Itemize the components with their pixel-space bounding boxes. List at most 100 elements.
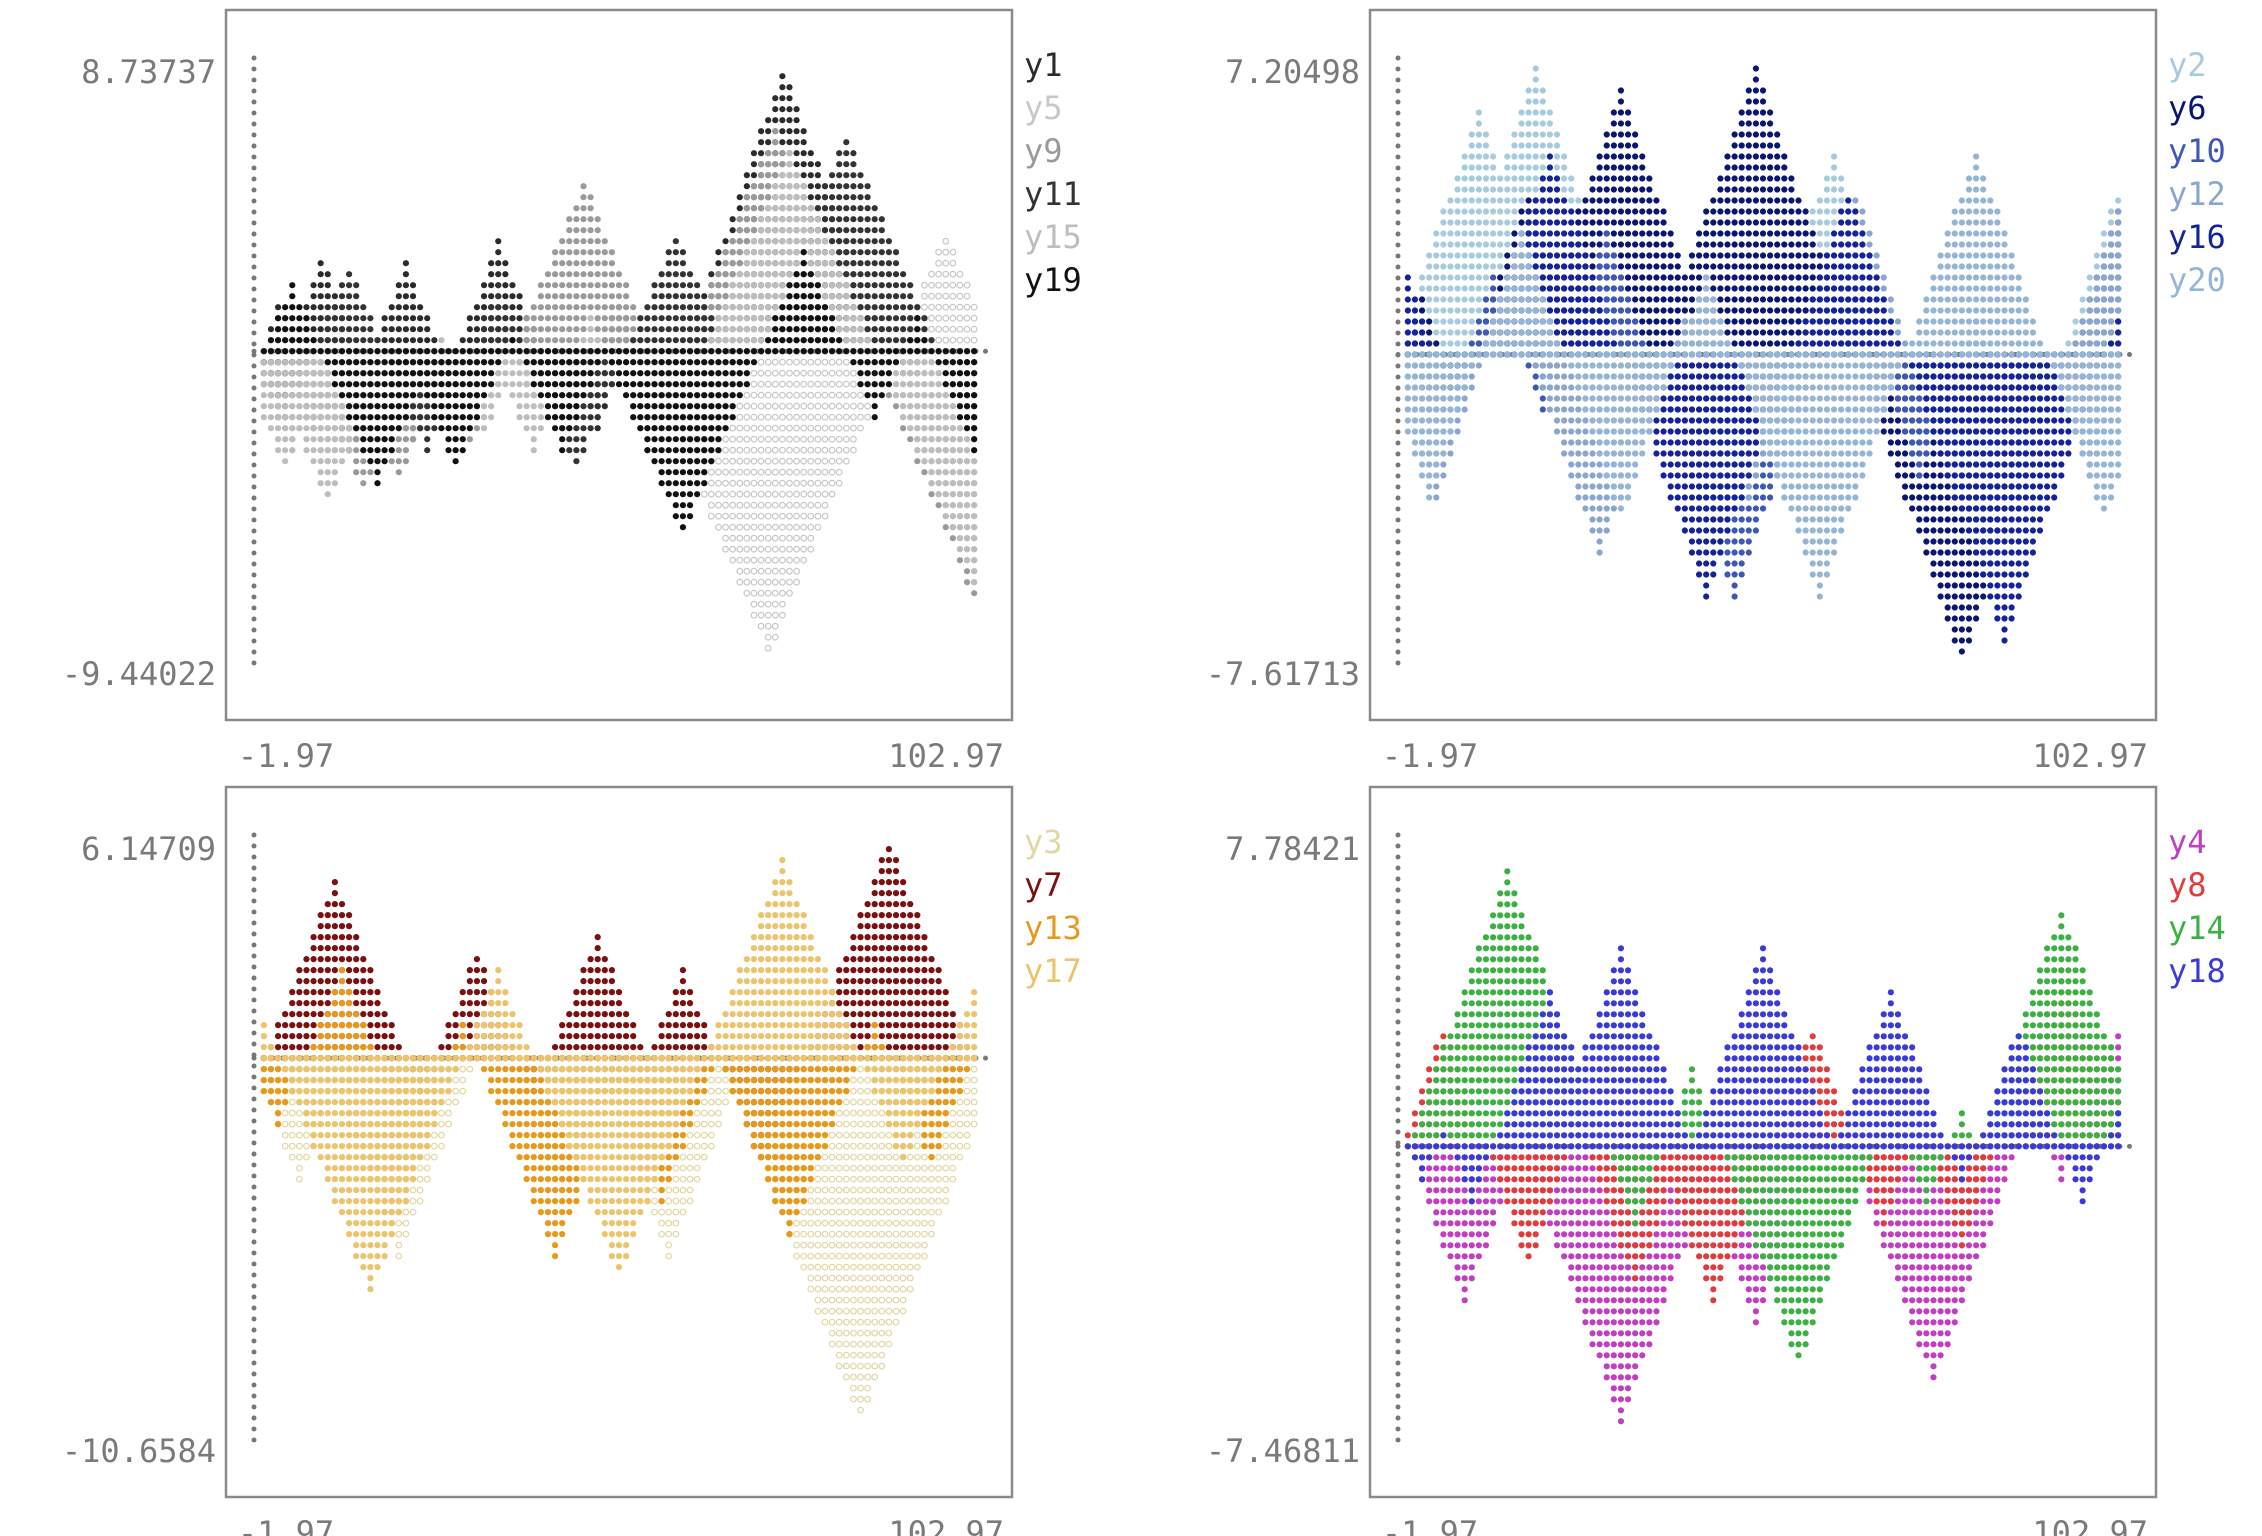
data-point bbox=[849, 446, 857, 454]
data-point bbox=[345, 304, 353, 311]
data-point bbox=[1475, 296, 1482, 303]
data-point bbox=[324, 348, 331, 355]
data-point bbox=[537, 392, 544, 399]
data-point bbox=[651, 359, 658, 366]
data-point bbox=[360, 458, 367, 465]
data-point bbox=[353, 337, 360, 344]
data-point bbox=[750, 260, 758, 267]
data-point bbox=[835, 402, 843, 410]
data-point bbox=[644, 348, 651, 355]
data-point bbox=[303, 425, 310, 432]
data-point bbox=[1440, 318, 1447, 325]
panel-top-left: 8.73737-9.44022-1.97 102.97y1y5y9y11y15y1… bbox=[62, 8, 1082, 775]
data-point bbox=[1433, 285, 1440, 292]
data-point bbox=[807, 457, 815, 465]
data-point bbox=[786, 512, 793, 520]
data-point bbox=[331, 392, 338, 399]
data-point bbox=[424, 326, 431, 333]
data-point bbox=[537, 337, 544, 344]
data-point bbox=[828, 468, 836, 476]
data-point bbox=[864, 315, 871, 322]
data-point bbox=[615, 370, 623, 377]
data-point bbox=[857, 271, 864, 278]
y-axis-dot bbox=[1395, 462, 1401, 468]
data-point bbox=[523, 315, 530, 322]
data-point bbox=[502, 326, 509, 333]
data-point bbox=[658, 458, 665, 465]
data-point bbox=[502, 304, 509, 311]
data-point bbox=[381, 381, 388, 388]
data-point bbox=[914, 425, 921, 432]
data-point bbox=[963, 568, 971, 575]
y-axis-dot bbox=[1395, 110, 1401, 116]
data-point bbox=[480, 403, 488, 410]
data-point bbox=[921, 303, 928, 311]
data-point bbox=[353, 381, 360, 388]
data-point bbox=[786, 369, 793, 377]
y-axis-dots bbox=[251, 55, 257, 666]
y-axis-dot bbox=[251, 462, 257, 468]
data-point bbox=[871, 337, 878, 344]
data-point bbox=[409, 337, 417, 344]
data-point bbox=[573, 249, 580, 256]
data-point bbox=[402, 315, 410, 322]
data-point bbox=[353, 436, 360, 443]
y-axis-dot bbox=[251, 55, 257, 61]
data-point bbox=[750, 348, 758, 355]
data-point bbox=[580, 216, 587, 223]
data-point bbox=[580, 381, 587, 388]
data-point bbox=[679, 447, 687, 454]
data-point bbox=[807, 205, 814, 212]
data-point bbox=[836, 337, 843, 344]
data-point bbox=[374, 414, 381, 421]
data-point bbox=[800, 369, 808, 377]
data-point bbox=[708, 414, 715, 421]
data-point bbox=[651, 381, 658, 388]
y-axis-dot bbox=[251, 473, 257, 479]
data-point bbox=[786, 348, 793, 355]
data-point bbox=[828, 227, 836, 234]
data-point bbox=[971, 491, 978, 498]
data-point bbox=[715, 512, 722, 520]
data-point bbox=[615, 293, 623, 300]
y-axis-dot bbox=[1395, 484, 1401, 490]
data-point bbox=[736, 534, 744, 542]
data-point bbox=[417, 304, 424, 311]
data-point bbox=[345, 425, 353, 432]
data-point bbox=[388, 425, 395, 432]
data-point bbox=[445, 425, 452, 432]
y-axis-dot bbox=[251, 209, 257, 215]
data-point bbox=[800, 545, 808, 553]
data-point bbox=[729, 238, 736, 245]
data-point bbox=[694, 425, 701, 432]
data-point bbox=[303, 337, 310, 344]
data-point bbox=[310, 425, 317, 432]
data-point bbox=[388, 359, 395, 366]
data-point bbox=[338, 436, 346, 443]
data-point bbox=[800, 446, 808, 454]
data-point bbox=[828, 271, 836, 278]
data-point bbox=[857, 413, 864, 421]
data-point bbox=[1447, 208, 1454, 215]
data-point bbox=[679, 348, 687, 355]
data-point bbox=[402, 425, 410, 432]
data-point bbox=[921, 403, 928, 410]
data-point bbox=[367, 381, 374, 388]
data-point bbox=[296, 326, 303, 333]
data-point bbox=[1447, 230, 1454, 237]
data-point bbox=[885, 348, 893, 355]
data-point bbox=[402, 260, 410, 267]
data-point bbox=[715, 271, 722, 278]
data-point bbox=[438, 425, 445, 432]
data-point bbox=[630, 392, 637, 399]
data-point bbox=[722, 238, 729, 245]
data-point bbox=[850, 282, 857, 289]
data-point bbox=[764, 633, 772, 641]
data-point bbox=[395, 469, 402, 476]
data-point bbox=[594, 282, 601, 289]
data-point bbox=[694, 480, 701, 487]
data-point bbox=[651, 337, 658, 344]
data-point bbox=[864, 271, 871, 278]
data-point bbox=[864, 293, 871, 300]
data-point bbox=[537, 425, 544, 432]
